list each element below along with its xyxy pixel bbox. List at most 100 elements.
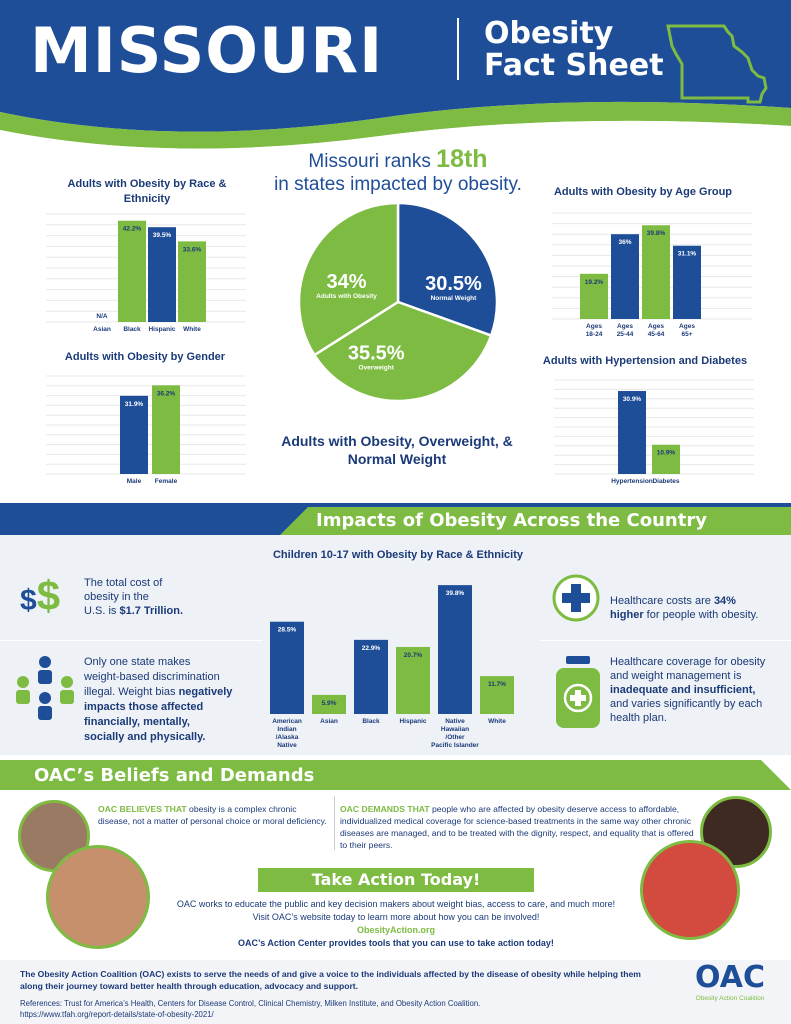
category-label-0: Hypertension: [611, 478, 653, 485]
category-label-1: Black: [123, 326, 141, 333]
header: MISSOURI Obesity Fact Sheet: [0, 0, 791, 150]
pie-value-2: 34%: [327, 271, 367, 293]
bar-2: [642, 225, 670, 319]
photo-woman-circle: [46, 845, 150, 949]
pie-slice-0: [396, 201, 499, 338]
pie-value-0: 30.5%: [425, 273, 482, 295]
puzzle-people-icon: [16, 656, 74, 720]
photo-young-man-circle: [640, 840, 740, 940]
data-label-1: 5.9%: [322, 700, 337, 707]
children-chart: 28.5%AmericanIndian/AlaskaNative5.9%Asia…: [270, 585, 514, 749]
data-label-1: 36.2%: [157, 390, 176, 397]
category-label-1: Diabetes: [652, 478, 679, 485]
category-label-4: Hawaiian: [441, 726, 469, 733]
healthcare-coverage-text: Healthcare coverage for obesity and weig…: [610, 656, 766, 724]
data-label-3: 20.7%: [404, 652, 423, 659]
category-label-1: Asian: [320, 718, 338, 725]
bar-4: [438, 585, 472, 714]
category-label-0: Ages: [586, 323, 602, 330]
bar-2: [354, 639, 388, 714]
demands-text: OAC DEMANDS THAT people who are affected…: [340, 804, 694, 850]
subtitle-line2: Fact Sheet: [484, 48, 664, 83]
missouri-map-icon: [666, 24, 768, 104]
age-group-chart: 19.2%Ages18-2436%Ages25-4439.8%Ages45-64…: [552, 212, 752, 338]
beliefs-banner: [0, 760, 791, 790]
category-label-1: Female: [155, 478, 178, 485]
references-text: References: Trust for America’s Health, …: [20, 998, 670, 1020]
category-label-0: /Alaska: [276, 734, 299, 741]
category-label-0: Indian: [277, 726, 296, 733]
logo-subtitle: Obesity Action Coalition: [695, 995, 765, 1002]
obesity-action-link[interactable]: ObesityAction.org: [356, 925, 435, 935]
logo-text: OAC: [695, 960, 765, 995]
references-url[interactable]: https://www.tfah.org/report-details/stat…: [20, 1010, 214, 1019]
category-label-4: Pacific Islander: [431, 742, 479, 749]
pie-label-2: Adults with Obesity: [316, 293, 377, 300]
data-label-1: 36%: [618, 239, 631, 246]
plus-circle-icon: [552, 574, 600, 622]
data-label-1: 10.9%: [657, 450, 676, 457]
data-label-3: 33.6%: [183, 246, 202, 253]
race-ethnicity-chart: N/A Asian 42.2% Black 39.5% Hispanic 33.6% Whit…: [46, 213, 246, 333]
pie-label-1: Overweight: [359, 364, 395, 371]
category-label-2: Black: [362, 718, 380, 725]
data-label-4: 39.8%: [446, 590, 465, 597]
category-label-0: American: [272, 718, 302, 725]
bar-1: [118, 220, 146, 322]
subtitle-line1: Obesity: [484, 16, 614, 51]
data-label-0: 31.9%: [125, 401, 144, 408]
header-subtitle: Obesity Fact Sheet: [484, 18, 664, 82]
impacts-title: Impacts of Obesity Across the Country: [316, 510, 707, 531]
pie-slice-1: [312, 300, 493, 403]
gender-chart-title: Adults with Obesity by Gender: [64, 351, 226, 363]
ranking-prefix: Missouri ranks: [308, 151, 431, 172]
mission-statement: The Obesity Action Coalition (OAC) exist…: [20, 969, 641, 991]
bar-1: [611, 234, 639, 319]
impacts-section: [0, 535, 791, 755]
pie-chart-title: Adults with Obesity, Overweight, & Norma…: [281, 433, 513, 467]
category-label-3: Ages: [679, 323, 695, 330]
bar-0: [580, 273, 608, 319]
data-label-0: N/A: [96, 313, 108, 320]
category-label-2: Ages: [648, 323, 664, 330]
footer: [0, 960, 791, 1024]
ranking-value: 18th: [436, 145, 488, 173]
total-cost-text: The total cost of obesity in the U.S. is…: [84, 577, 184, 617]
category-label-0: 18-24: [586, 331, 603, 338]
oac-logo: OAC Obesity Action Coalition: [682, 962, 778, 1003]
category-label-0: Male: [127, 478, 142, 485]
take-action-title: Take Action Today!: [311, 870, 481, 889]
gender-chart: 31.9% Male 36.2% Female: [46, 375, 246, 485]
category-label-3: White: [183, 326, 201, 333]
impact-divider-left: [0, 640, 262, 641]
pie-slice-2: [297, 201, 400, 357]
category-label-3: 65+: [681, 331, 692, 338]
bar-3: [178, 241, 206, 322]
category-label-4: Native: [445, 718, 465, 725]
bar-5: [480, 676, 514, 714]
header-background: [0, 0, 791, 150]
bar-0: [270, 621, 304, 714]
impact-divider-right: [540, 640, 791, 641]
data-label-2: 39.8%: [647, 230, 666, 237]
ranking-suffix: in states impacted by obesity.: [274, 174, 522, 195]
bar-0: [618, 391, 646, 474]
data-label-3: 31.1%: [678, 251, 697, 258]
category-label-5: White: [488, 718, 506, 725]
bar-3: [396, 646, 430, 714]
bar-1: [152, 385, 180, 474]
bar-1: [312, 694, 346, 714]
data-label-5: 11.7%: [488, 681, 506, 688]
dollar-icon: $$: [20, 572, 61, 619]
category-label-0: Asian: [93, 326, 111, 333]
take-action-text: OAC works to educate the public and key …: [150, 898, 642, 950]
bar-2: [148, 227, 176, 322]
data-label-0: 30.9%: [623, 396, 642, 403]
pie-value-1: 35.5%: [348, 342, 405, 364]
data-label-1: 42.2%: [123, 226, 142, 233]
header-divider: [457, 18, 459, 80]
race-chart-title: Adults with Obesity by Race & Ethnicity: [67, 178, 227, 205]
hypertension-diabetes-chart: 30.9% Hypertension 10.9% Diabetes: [554, 379, 754, 485]
state-title: MISSOURI: [30, 14, 384, 87]
age-chart-title: Adults with Obesity by Age Group: [553, 186, 733, 198]
